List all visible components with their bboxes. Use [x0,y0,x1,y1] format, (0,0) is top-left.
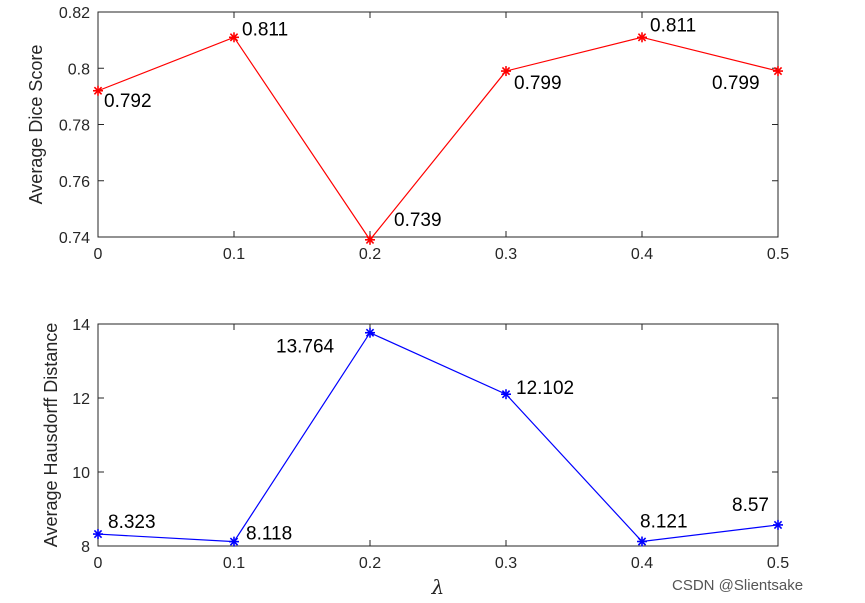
marker-d2 [501,66,511,76]
y-tick-label: 0.82 [59,5,90,22]
data-label: 8.118 [246,524,292,545]
data-point [229,32,239,43]
y-tick-label: 0.8 [68,61,90,78]
hausdorff-distance-chart: 0 0.1 0.2 0.3 0.4 0.5 8 10 12 14 Average Hausdorff… [41,317,789,599]
y-tick-label: 10 [72,465,90,482]
y-axis-label: Average Dice Score [26,45,46,205]
marker-d2 [637,33,647,42]
data-point [637,32,647,43]
x-axis-label: λ [431,575,445,599]
data-point [501,66,511,77]
data-point [365,327,375,338]
data-label: 8.121 [640,512,688,533]
data-label: 0.811 [242,19,288,40]
x-tick-label: 0.5 [767,246,789,263]
marker-d2 [365,328,375,337]
x-tick-label: 0.3 [495,555,517,572]
data-point [501,389,511,400]
data-label: 0.739 [394,210,442,231]
data-point [773,66,783,77]
data-point [365,234,375,245]
x-tick-label: 0.1 [223,555,245,572]
y-tick-label: 0.76 [59,174,90,191]
dice-score-chart: 0 0.1 0.2 0.3 0.4 0.5 0.74 0.76 0.78 0.8 0.82 Avera… [26,5,789,263]
data-point [637,536,647,547]
x-tick-label: 0 [94,555,103,572]
y-tick-label: 0.78 [59,118,90,135]
data-point [93,85,103,96]
series-line [97,331,779,543]
y-tick-label: 14 [72,317,90,334]
x-tick-label: 0.4 [631,246,653,263]
data-label: 8.323 [108,512,156,533]
y-tick-label: 0.74 [59,230,90,247]
data-point [773,519,783,530]
data-label: 13.764 [276,337,335,358]
x-tick-label: 0.4 [631,555,653,572]
marker-d2 [365,235,375,244]
y-tick-label: 12 [72,391,90,408]
data-label: 8.57 [732,495,769,516]
data-label: 0.799 [712,73,760,94]
marker-d2 [93,86,103,95]
watermark: CSDN @Slientsake [672,577,803,594]
data-label: 0.799 [514,73,562,94]
marker-d2 [637,537,647,546]
marker-d2 [229,537,239,546]
x-tick-label: 0.2 [359,246,381,263]
data-label: 0.811 [650,15,696,36]
data-label: 12.102 [516,378,574,399]
data-point [229,536,239,547]
marker-d2 [773,520,783,530]
y-axis-label: Average Hausdorff Distance [41,323,61,547]
y-tick-label: 8 [81,539,90,556]
x-tick-label: 0 [94,246,103,263]
x-tick-label: 0.2 [359,555,381,572]
series-line [97,36,779,241]
marker-d2 [93,529,103,539]
marker-d2 [773,66,783,76]
data-label: 0.792 [104,91,152,112]
x-tick-label: 0.5 [767,555,789,572]
data-point [93,529,103,540]
x-tick-label: 0.1 [223,246,245,263]
marker-d2 [501,390,511,399]
marker-d2 [229,33,239,42]
plot-frame [97,323,779,547]
x-tick-label: 0.3 [495,246,517,263]
